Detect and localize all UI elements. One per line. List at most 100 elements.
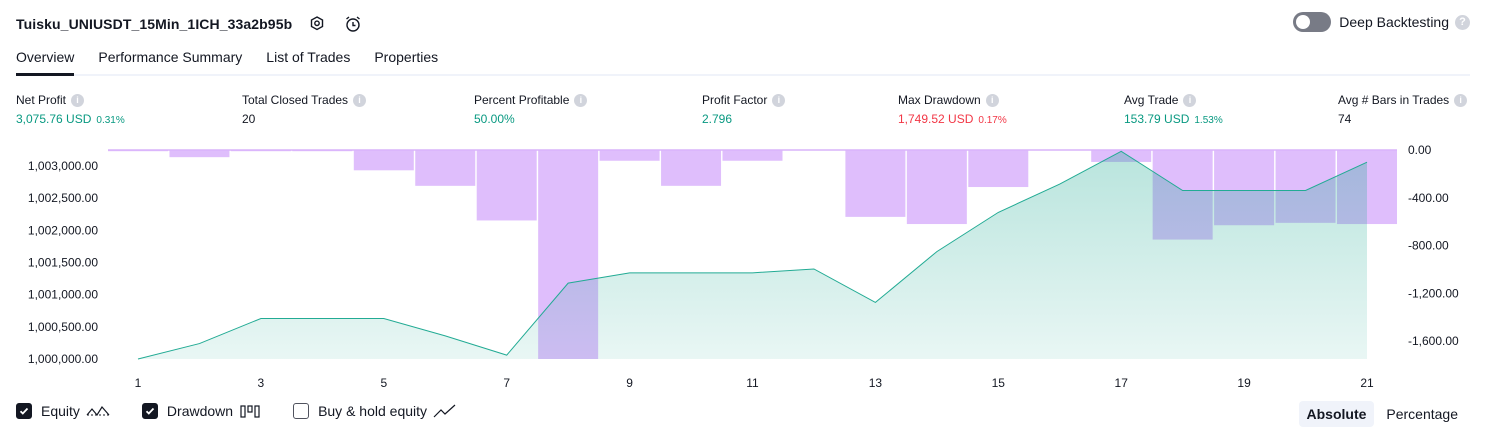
stat-max-drawdown: Max Drawdown i 1,749.52 USD 0.17% — [898, 93, 1007, 126]
info-icon[interactable]: i — [772, 93, 786, 107]
tab-properties[interactable]: Properties — [374, 49, 439, 65]
tab-overview[interactable]: Overview — [16, 44, 75, 76]
drawdown-bar — [353, 150, 414, 171]
info-icon[interactable]: i — [353, 93, 367, 107]
stat-avg-bars: Avg # Bars in Trades i 74 — [1338, 93, 1468, 126]
x-axis-tick: 11 — [746, 376, 759, 390]
x-axis-tick: 1 — [135, 376, 142, 390]
stat-percent: 1.53% — [1194, 115, 1223, 126]
stat-percent-profitable: Percent Profitable i 50.00% — [474, 93, 588, 126]
legend-equity[interactable]: Equity — [16, 403, 110, 419]
drawdown-bar — [599, 150, 660, 161]
right-axis-tick: -400.00 — [1408, 191, 1449, 205]
absolute-button[interactable]: Absolute — [1298, 401, 1375, 427]
buy-hold-checkbox[interactable] — [293, 403, 310, 419]
left-axis-tick: 1,001,500.00 — [28, 256, 98, 270]
deep-backtesting-label: Deep Backtesting — [1339, 14, 1449, 30]
stat-value: 153.79 USD — [1124, 112, 1190, 126]
info-icon[interactable]: i — [1183, 93, 1197, 107]
stat-label: Percent Profitable — [474, 93, 570, 107]
tab-list-of-trades[interactable]: List of Trades — [266, 49, 351, 65]
drawdown-bar — [845, 150, 906, 217]
stat-profit-factor: Profit Factor i 2.796 — [702, 93, 786, 126]
x-axis-tick: 3 — [258, 376, 265, 390]
stat-value: 50.00% — [474, 112, 515, 126]
stat-label: Profit Factor — [702, 93, 768, 107]
stat-total-closed-trades: Total Closed Trades i 20 — [242, 93, 367, 126]
tab-performance-summary[interactable]: Performance Summary — [98, 49, 243, 65]
stat-value: 20 — [242, 112, 256, 126]
x-axis-tick: 15 — [992, 376, 1006, 390]
equity-drawdown-chart[interactable]: 1,000,000.00 1,000,500.00 1,001,000.00 1,00… — [0, 140, 1486, 395]
right-axis-tick: 0.00 — [1408, 143, 1432, 157]
drawdown-bar — [292, 150, 353, 152]
drawdown-bar — [415, 150, 476, 186]
equity-line-icon — [86, 403, 110, 419]
tab-bar: Overview Performance Summary List of Tra… — [16, 44, 1470, 76]
right-axis-tick: -800.00 — [1408, 239, 1449, 253]
x-axis-tick: 17 — [1115, 376, 1129, 390]
stat-net-profit: Net Profit i 3,075.76 USD 0.31% — [16, 93, 125, 126]
legend-label: Equity — [41, 403, 80, 419]
stat-label: Net Profit — [16, 93, 67, 107]
left-axis-tick: 1,003,000.00 — [28, 159, 98, 173]
stats-row: Net Profit i 3,075.76 USD 0.31% Total Clos… — [0, 93, 1486, 133]
stat-label: Max Drawdown — [898, 93, 981, 107]
settings-icon[interactable] — [306, 13, 328, 35]
x-axis-tick: 19 — [1237, 376, 1251, 390]
stat-percent: 0.17% — [978, 115, 1007, 126]
stat-label: Total Closed Trades — [242, 93, 349, 107]
right-axis-tick: -1,600.00 — [1408, 334, 1459, 348]
left-axis-tick: 1,001,000.00 — [28, 288, 98, 302]
drawdown-checkbox[interactable] — [141, 403, 158, 419]
x-axis-tick: 9 — [626, 376, 633, 390]
header: Tuisku_UNIUSDT_15Min_1ICH_33a2b95b — [16, 10, 364, 38]
alarm-clock-icon[interactable] — [342, 13, 364, 35]
drawdown-bar — [169, 150, 230, 158]
value-mode-switch: Absolute Percentage — [1295, 401, 1467, 427]
help-icon[interactable]: ? — [1455, 14, 1470, 30]
stat-label: Avg # Bars in Trades — [1338, 93, 1450, 107]
buyhold-line-icon — [433, 403, 457, 419]
x-axis-tick: 5 — [380, 376, 387, 390]
drawdown-bars-icon — [239, 403, 261, 419]
drawdown-bar — [661, 150, 722, 186]
stat-value: 74 — [1338, 112, 1352, 126]
stat-percent: 0.31% — [96, 115, 125, 126]
legend-label: Buy & hold equity — [318, 403, 428, 419]
left-axis-tick: 1,000,500.00 — [28, 320, 98, 334]
equity-checkbox[interactable] — [16, 403, 32, 419]
info-icon[interactable]: i — [985, 93, 999, 107]
stat-value: 2.796 — [702, 112, 733, 126]
strategy-title: Tuisku_UNIUSDT_15Min_1ICH_33a2b95b — [16, 16, 293, 32]
left-axis-tick: 1,000,000.00 — [28, 352, 98, 366]
stat-avg-trade: Avg Trade i 153.79 USD 1.53% — [1124, 93, 1223, 126]
stat-label: Avg Trade — [1124, 93, 1179, 107]
toggle-knob — [1296, 15, 1311, 29]
drawdown-bar — [230, 150, 291, 152]
info-icon[interactable]: i — [1454, 93, 1468, 107]
legend-drawdown[interactable]: Drawdown — [141, 403, 261, 419]
x-axis-tick: 13 — [869, 376, 883, 390]
chart-legend: Equity Drawdown Buy & hold equity — [16, 403, 489, 419]
left-axis-tick: 1,002,500.00 — [28, 191, 98, 205]
info-icon[interactable]: i — [574, 93, 588, 107]
drawdown-bar — [968, 150, 1029, 188]
legend-label: Drawdown — [166, 403, 234, 419]
drawdown-bar — [906, 150, 967, 225]
x-axis-tick: 7 — [503, 376, 510, 390]
legend-buy-hold[interactable]: Buy & hold equity — [293, 403, 457, 419]
deep-backtesting: Deep Backtesting ? — [1293, 12, 1470, 32]
equity-line — [137, 150, 1368, 360]
right-axis-tick: -1,200.00 — [1408, 286, 1459, 300]
info-icon[interactable]: i — [71, 93, 85, 107]
stat-value: 1,749.52 USD — [898, 112, 974, 126]
percentage-button[interactable]: Percentage — [1386, 406, 1458, 422]
equity-area — [138, 151, 1367, 359]
deep-backtesting-toggle[interactable] — [1293, 12, 1332, 32]
left-axis-tick: 1,002,000.00 — [28, 223, 98, 237]
stat-value: 3,075.76 USD — [16, 112, 92, 126]
x-axis-tick: 21 — [1360, 376, 1374, 390]
drawdown-bar — [108, 150, 168, 152]
drawdown-bar — [476, 150, 537, 221]
